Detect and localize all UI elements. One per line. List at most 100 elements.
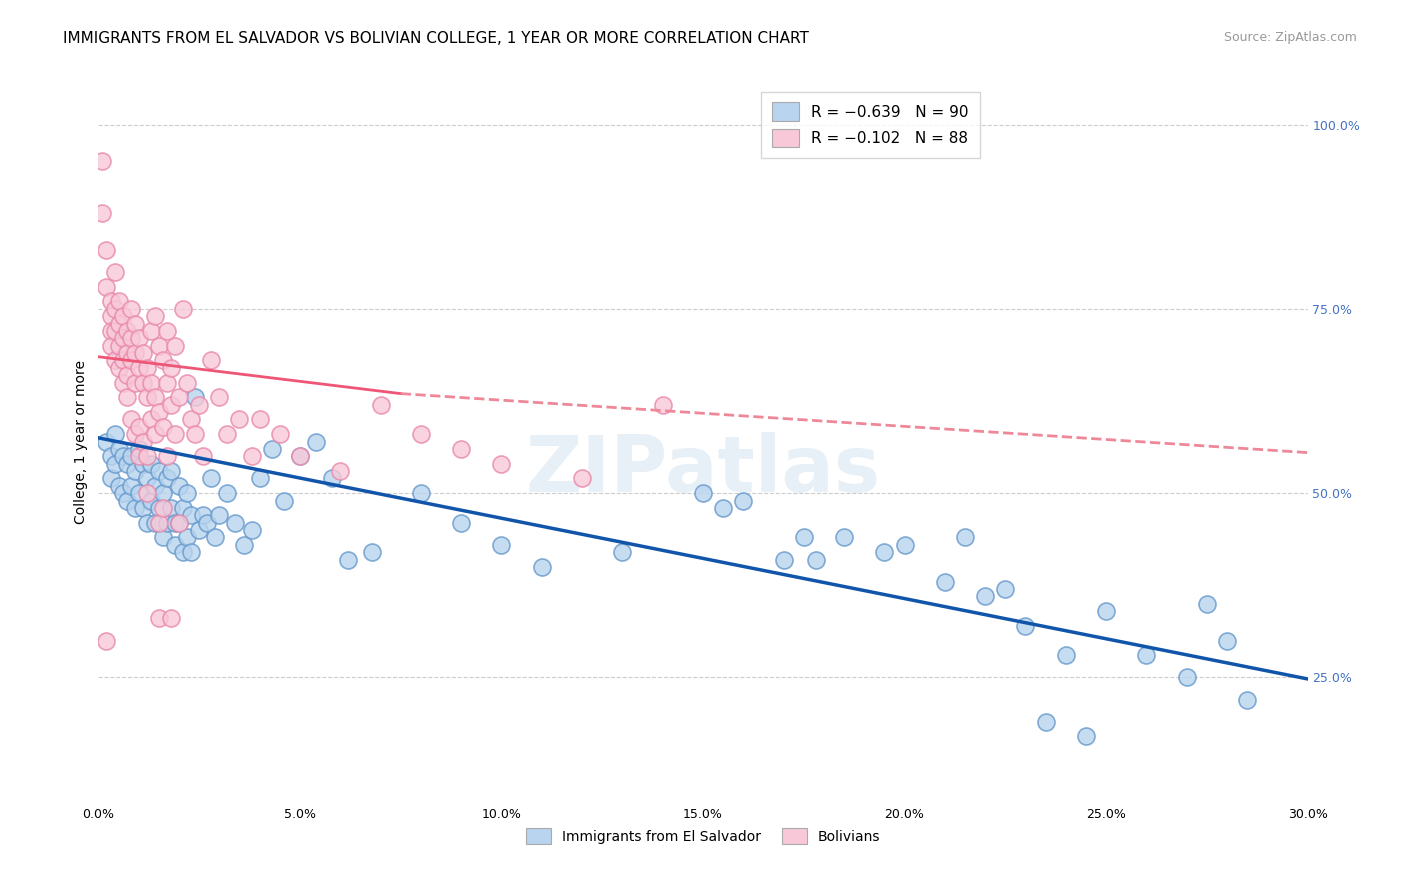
Point — [193, 450, 215, 464]
Point — [1095, 604, 1118, 618]
Point — [135, 471, 157, 485]
Point — [612, 545, 634, 559]
Point — [711, 500, 734, 515]
Point — [184, 390, 207, 404]
Point — [733, 493, 755, 508]
Point — [135, 486, 157, 500]
Point — [200, 471, 222, 485]
Point — [195, 516, 218, 530]
Point — [651, 398, 673, 412]
Legend: Immigrants from El Salvador, Bolivians: Immigrants from El Salvador, Bolivians — [520, 822, 886, 850]
Point — [107, 317, 129, 331]
Point — [143, 479, 166, 493]
Point — [96, 243, 118, 257]
Point — [1195, 597, 1218, 611]
Point — [139, 376, 162, 390]
Point — [120, 479, 142, 493]
Point — [273, 493, 295, 508]
Point — [152, 500, 174, 515]
Point — [249, 412, 271, 426]
Point — [288, 450, 311, 464]
Point — [128, 486, 150, 500]
Point — [184, 427, 207, 442]
Point — [176, 530, 198, 544]
Point — [217, 486, 239, 500]
Point — [156, 450, 179, 464]
Point — [103, 457, 125, 471]
Point — [208, 390, 231, 404]
Point — [321, 471, 343, 485]
Point — [111, 376, 134, 390]
Point — [180, 412, 202, 426]
Point — [96, 279, 118, 293]
Point — [163, 339, 186, 353]
Point — [329, 464, 352, 478]
Point — [953, 530, 976, 544]
Point — [128, 442, 150, 456]
Point — [120, 353, 142, 368]
Point — [148, 405, 170, 419]
Point — [160, 611, 183, 625]
Point — [337, 552, 360, 566]
Point — [974, 590, 997, 604]
Point — [409, 486, 432, 500]
Point — [172, 301, 194, 316]
Point — [873, 545, 896, 559]
Point — [132, 346, 155, 360]
Point — [100, 339, 122, 353]
Point — [143, 516, 166, 530]
Point — [163, 516, 186, 530]
Point — [124, 500, 146, 515]
Point — [249, 471, 271, 485]
Point — [224, 516, 246, 530]
Point — [124, 346, 146, 360]
Point — [115, 368, 138, 383]
Point — [135, 516, 157, 530]
Point — [288, 450, 311, 464]
Point — [148, 464, 170, 478]
Point — [491, 538, 513, 552]
Point — [188, 523, 211, 537]
Point — [152, 530, 174, 544]
Point — [160, 360, 183, 375]
Point — [156, 324, 179, 338]
Point — [217, 427, 239, 442]
Point — [1236, 692, 1258, 706]
Point — [180, 545, 202, 559]
Point — [1175, 670, 1198, 684]
Point — [530, 560, 553, 574]
Point — [994, 582, 1017, 596]
Text: ZIPatlas: ZIPatlas — [526, 433, 880, 508]
Point — [91, 154, 114, 169]
Point — [491, 457, 513, 471]
Point — [107, 360, 129, 375]
Text: IMMIGRANTS FROM EL SALVADOR VS BOLIVIAN COLLEGE, 1 YEAR OR MORE CORRELATION CHAR: IMMIGRANTS FROM EL SALVADOR VS BOLIVIAN … — [63, 31, 808, 46]
Point — [176, 486, 198, 500]
Point — [148, 339, 170, 353]
Point — [1014, 619, 1036, 633]
Point — [128, 419, 150, 434]
Point — [156, 516, 179, 530]
Point — [156, 376, 179, 390]
Point — [260, 442, 283, 456]
Y-axis label: College, 1 year or more: College, 1 year or more — [75, 359, 89, 524]
Point — [240, 523, 263, 537]
Point — [692, 486, 714, 500]
Point — [135, 360, 157, 375]
Point — [832, 530, 855, 544]
Point — [148, 516, 170, 530]
Point — [167, 516, 190, 530]
Point — [115, 346, 138, 360]
Point — [100, 294, 122, 309]
Point — [361, 545, 384, 559]
Point — [139, 324, 162, 338]
Point — [240, 450, 263, 464]
Point — [167, 516, 190, 530]
Point — [167, 479, 190, 493]
Point — [107, 294, 129, 309]
Point — [172, 545, 194, 559]
Point — [163, 427, 186, 442]
Point — [128, 450, 150, 464]
Point — [107, 442, 129, 456]
Point — [160, 398, 183, 412]
